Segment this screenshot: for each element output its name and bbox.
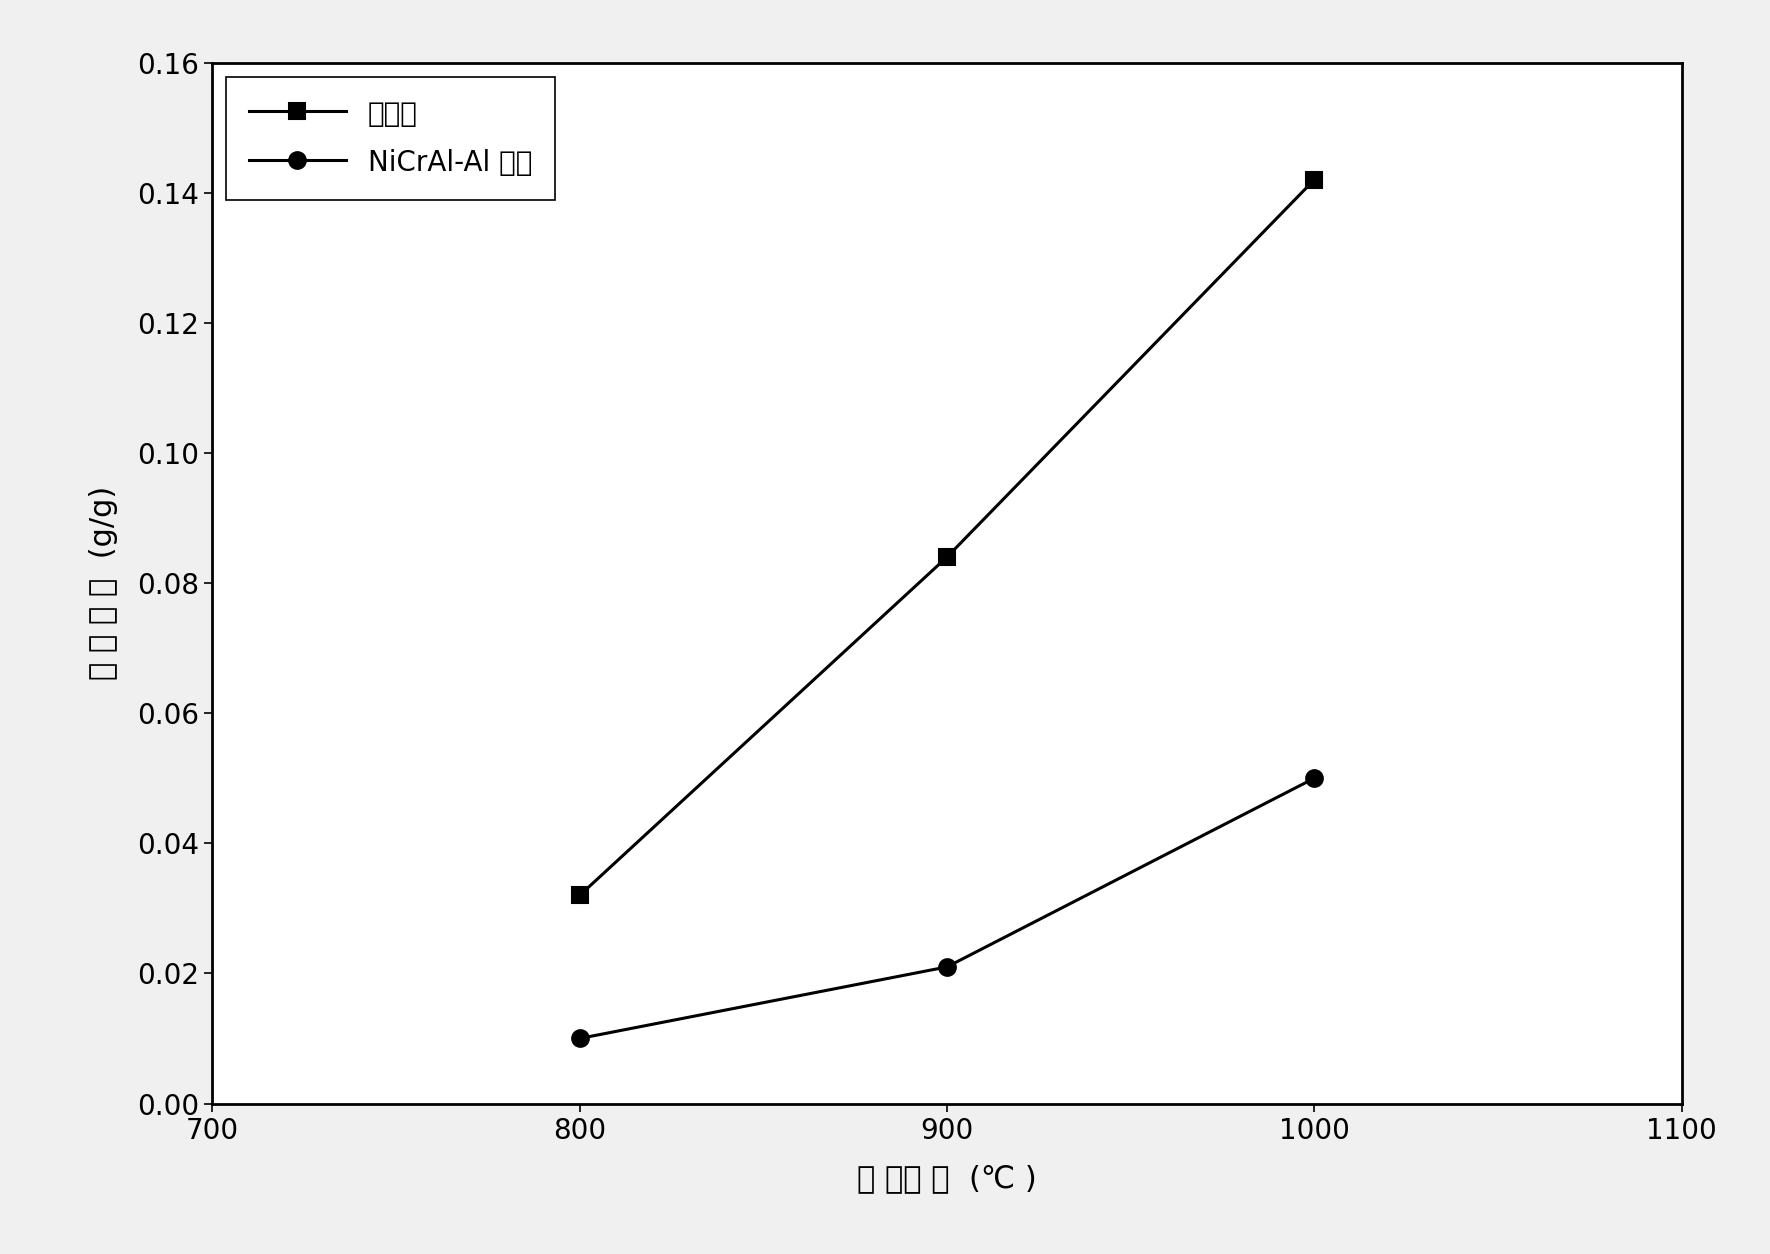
Legend: 泡沫镖, NiCrAl-Al 涂层: 泡沫镖, NiCrAl-Al 涂层 [227, 76, 554, 199]
泡沫镖 [1303, 172, 1324, 187]
Line: NiCrAl-Al 涂层: NiCrAl-Al 涂层 [572, 770, 1322, 1047]
Y-axis label: 氧 化 增 重  (g/g): 氧 化 增 重 (g/g) [88, 487, 117, 680]
NiCrAl-Al 涂层 [1303, 771, 1324, 786]
泡沫镖 [570, 888, 591, 903]
泡沫镖 [936, 549, 958, 564]
NiCrAl-Al 涂层 [936, 959, 958, 974]
NiCrAl-Al 涂层 [570, 1031, 591, 1046]
Line: 泡沫镖: 泡沫镖 [572, 172, 1322, 904]
X-axis label: 氧 化温 度  (℃ ): 氧 化温 度 (℃ ) [857, 1164, 1037, 1193]
